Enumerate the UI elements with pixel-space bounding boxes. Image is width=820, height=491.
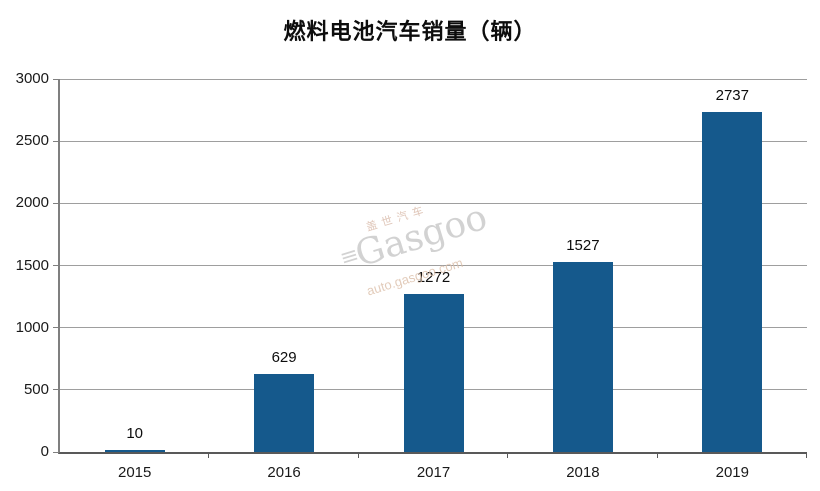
- bar-value-label-2016: 629: [271, 349, 297, 366]
- ytick-label-3000: 3000: [15, 70, 49, 87]
- ytick-mark-1500: [53, 265, 58, 266]
- ytick-label-2000: 2000: [15, 194, 49, 212]
- ytick-label-0: 0: [40, 443, 49, 460]
- ytick-mark-0: [53, 451, 58, 453]
- bar-2016: [254, 374, 315, 452]
- xtick-label-2016: 2016: [267, 464, 301, 481]
- bar-value-label-2015: 10: [126, 425, 144, 442]
- gridline-y-1500: [60, 265, 807, 266]
- bar-value-label-2017: 1272: [416, 269, 451, 286]
- ytick-label-1000: 1000: [15, 318, 49, 336]
- xtick-label-2015: 2015: [118, 464, 152, 481]
- ytick-label-2500: 2500: [15, 132, 49, 150]
- xtick-mark-2018: [656, 452, 658, 458]
- ytick-label-500: 500: [23, 380, 49, 398]
- ytick-mark-1000: [53, 327, 58, 329]
- xtick-mark-2016: [357, 452, 359, 458]
- xtick-label-2018: 2018: [566, 464, 600, 481]
- bar-value-label-2019: 2737: [715, 87, 749, 104]
- plot-area: 0 500 1000 1500 2000 2500 3000 10 2015 629 2016 127…: [16, 70, 807, 481]
- gridline-y-2500: [60, 140, 807, 142]
- ytick-label-1500: 1500: [15, 256, 49, 274]
- ytick-mark-2500: [53, 140, 58, 142]
- xtick-label-2017: 2017: [416, 464, 451, 481]
- xtick-mark-2019: [806, 452, 807, 458]
- xtick-label-2019: 2019: [715, 464, 749, 481]
- ytick-mark-500: [53, 389, 58, 391]
- bar-2015: [104, 450, 165, 452]
- xtick-mark-2017: [507, 452, 509, 458]
- bar-2019: [702, 112, 763, 452]
- bar-2018: [552, 262, 613, 452]
- bar-2017: [403, 294, 464, 452]
- gridline-y-2000: [60, 202, 807, 204]
- ytick-mark-3000: [53, 78, 58, 80]
- gridline-y-3000: [60, 78, 807, 80]
- chart-title: 燃料电池汽车销量（辆）: [283, 19, 537, 44]
- bar-value-label-2018: 1527: [566, 237, 600, 254]
- xtick-mark-2015: [208, 452, 210, 458]
- ytick-mark-2000: [53, 202, 58, 204]
